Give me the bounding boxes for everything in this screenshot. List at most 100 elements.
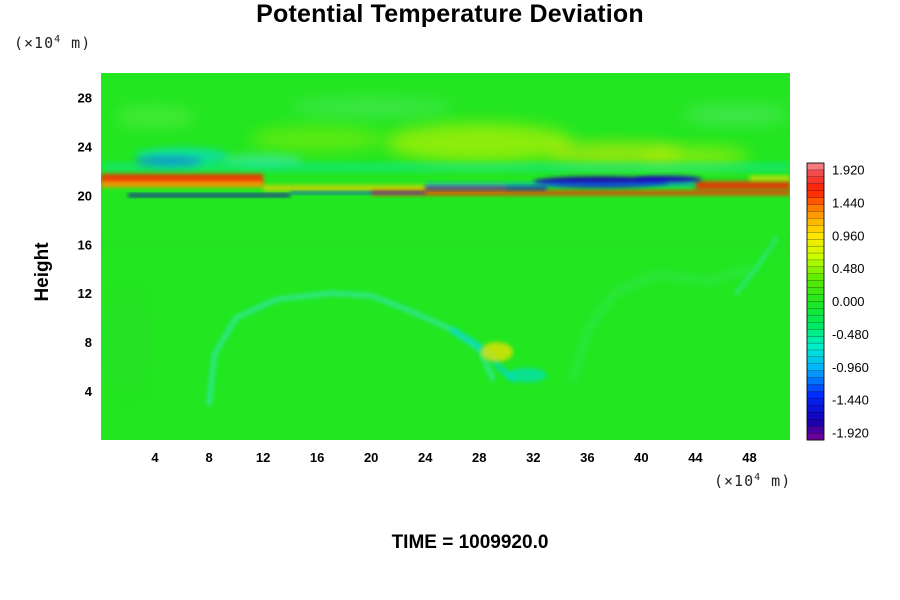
colorbar-swatch bbox=[806, 356, 825, 365]
colorbar: 1.920 1.440 0.960 0.480 0.000 -0.480 -0.960 -1.… bbox=[806, 162, 869, 441]
x-tick-label: 44 bbox=[688, 450, 703, 465]
colorbar-swatch bbox=[806, 266, 825, 275]
positive-band bbox=[263, 184, 507, 192]
y-tick-label: 28 bbox=[78, 90, 92, 105]
upper-positive-patch bbox=[384, 123, 574, 163]
colorbar-swatch bbox=[806, 342, 825, 351]
colorbar-swatch bbox=[806, 315, 825, 323]
x-tick-label: 12 bbox=[256, 450, 270, 465]
colorbar-swatch bbox=[806, 384, 825, 392]
y-tick-label: 20 bbox=[78, 188, 92, 203]
x-tick-label: 4 bbox=[151, 450, 159, 465]
x-axis-ticks: 4 8 12 16 20 24 28 32 36 40 44 48 bbox=[151, 450, 756, 465]
colorbar-frame bbox=[806, 162, 825, 441]
colorbar-label: -0.480 bbox=[832, 327, 869, 342]
y-tick-label: 24 bbox=[78, 139, 93, 154]
x-tick-label: 24 bbox=[418, 450, 433, 465]
colorbar-swatch bbox=[806, 377, 825, 386]
upper-positive-patch bbox=[641, 146, 750, 166]
positive-band bbox=[749, 175, 790, 181]
colorbar-swatch bbox=[806, 197, 825, 205]
colorbar-swatch bbox=[806, 218, 825, 226]
x-tick-label: 48 bbox=[742, 450, 756, 465]
x-tick-label: 28 bbox=[472, 450, 486, 465]
lower-layer-shading bbox=[107, 293, 149, 392]
colorbar-swatch bbox=[806, 370, 825, 379]
field-features bbox=[101, 97, 790, 406]
positive-band bbox=[371, 190, 790, 196]
lower-negative-spot bbox=[506, 367, 547, 383]
y-axis-unit: (×104 m) bbox=[14, 34, 92, 52]
upper-wave-patch bbox=[290, 97, 453, 118]
colorbar-swatch bbox=[806, 225, 825, 233]
colorbar-swatch bbox=[806, 211, 825, 219]
colorbar-label: -1.440 bbox=[832, 393, 869, 408]
y-tick-label: 16 bbox=[78, 237, 92, 252]
colorbar-swatch bbox=[806, 426, 825, 434]
lower-layer-shading bbox=[101, 240, 790, 248]
colorbar-swatch bbox=[806, 176, 825, 185]
colorbar-swatch bbox=[806, 169, 825, 178]
colorbar-swatch bbox=[806, 162, 825, 171]
chart-title: Potential Temperature Deviation bbox=[256, 0, 644, 28]
positive-band bbox=[101, 173, 264, 185]
colorbar-swatch bbox=[806, 363, 825, 372]
x-tick-label: 8 bbox=[205, 450, 212, 465]
colorbar-swatch bbox=[806, 398, 825, 406]
colorbar-swatch bbox=[806, 204, 825, 212]
y-tick-label: 4 bbox=[85, 384, 93, 399]
x-axis-unit: (×104 m) bbox=[714, 472, 792, 490]
colorbar-swatch bbox=[806, 280, 825, 289]
negative-core bbox=[634, 175, 703, 184]
colorbar-label: 1.920 bbox=[832, 163, 865, 178]
colorbar-swatch bbox=[806, 294, 825, 302]
y-tick-label: 12 bbox=[78, 286, 92, 301]
colorbar-swatch bbox=[806, 391, 825, 399]
cool-layer bbox=[101, 163, 790, 171]
negative-band bbox=[425, 186, 547, 190]
colorbar-swatch bbox=[806, 419, 825, 427]
positive-band bbox=[101, 181, 264, 188]
colorbar-swatch bbox=[806, 412, 825, 420]
colorbar-swatch bbox=[806, 239, 825, 247]
colorbar-label: -1.920 bbox=[832, 426, 869, 441]
colorbar-swatch bbox=[806, 405, 825, 413]
y-axis-ticks: 4 8 12 16 20 24 28 bbox=[78, 90, 93, 399]
colorbar-swatch bbox=[806, 432, 825, 441]
y-tick-label: 8 bbox=[85, 335, 92, 350]
upper-wave-patch bbox=[114, 107, 196, 127]
positive-band bbox=[695, 181, 790, 190]
colorbar-label: 1.440 bbox=[832, 195, 865, 210]
colorbar-label: 0.480 bbox=[832, 261, 865, 276]
upper-positive-patch bbox=[249, 126, 385, 152]
colorbar-swatch bbox=[806, 245, 825, 254]
colorbar-swatch bbox=[806, 190, 825, 199]
negative-band bbox=[128, 193, 291, 197]
colorbar-label: 0.000 bbox=[832, 294, 865, 309]
colorbar-swatch bbox=[806, 287, 825, 295]
x-tick-label: 32 bbox=[526, 450, 540, 465]
colorbar-label: -0.960 bbox=[832, 360, 869, 375]
colorbar-swatch bbox=[806, 329, 825, 337]
negative-band bbox=[425, 182, 696, 187]
x-tick-label: 40 bbox=[634, 450, 648, 465]
upper-negative-patch bbox=[222, 153, 304, 166]
lower-positive-spot bbox=[480, 342, 514, 362]
colorbar-swatch bbox=[806, 273, 825, 282]
plot-area bbox=[101, 73, 790, 440]
time-label: TIME = 1009920.0 bbox=[391, 532, 549, 553]
colorbar-swatch bbox=[806, 252, 825, 261]
colorbar-swatch bbox=[806, 336, 825, 344]
colorbar-swatch bbox=[806, 308, 825, 316]
upper-wave-patch bbox=[681, 104, 790, 125]
colorbar-swatch bbox=[806, 232, 825, 240]
colorbar-label: 0.960 bbox=[832, 228, 865, 243]
colorbar-swatch bbox=[806, 301, 825, 309]
colorbar-swatch bbox=[806, 349, 825, 358]
lower-wave bbox=[570, 265, 753, 382]
colorbar-swatch bbox=[806, 183, 825, 192]
colorbar-swatch bbox=[806, 322, 825, 330]
x-tick-label: 36 bbox=[580, 450, 594, 465]
lower-negative-arc bbox=[734, 236, 779, 296]
